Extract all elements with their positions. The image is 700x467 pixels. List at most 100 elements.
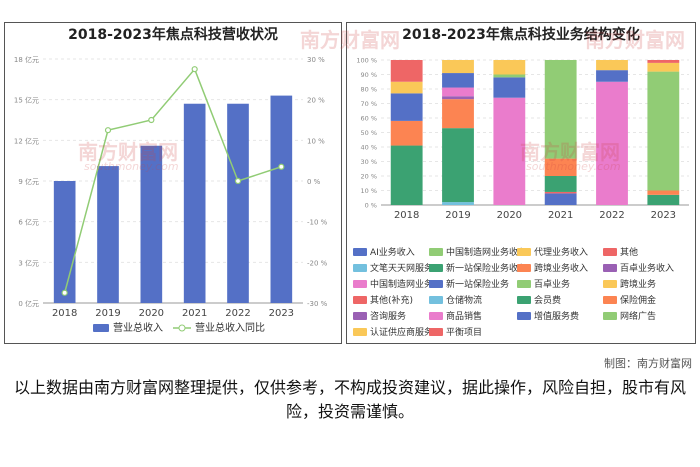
y2-tick-label: -20 % [307,259,328,267]
stacked-bar-segment [390,145,423,205]
x-tick-label: 2019 [445,210,470,221]
stacked-bar-segment [647,62,680,72]
legend-label: 商品销售 [446,310,482,322]
stacked-bar-segment [493,74,526,78]
structure-chart-title: 2018-2023年焦点科技业务结构变化 [402,27,640,43]
legend-swatch [603,296,617,304]
stacked-bar-segment [442,96,474,100]
stacked-bar-segment [390,93,423,121]
legend-label: 百卓业务 [534,278,570,290]
y-tick-label: 0 % [365,202,377,210]
legend-label: 百卓业务收入 [620,262,674,274]
x-tick-label: 2022 [225,308,250,319]
y-tick-label: 0 亿元 [18,299,39,308]
revenue-bar [183,103,206,303]
y-tick-label: 70 % [360,100,377,108]
legend-label: 新一站保险业务 [446,278,509,290]
legend-swatch [603,248,617,256]
legend-label: 平衡项目 [446,326,482,338]
stacked-bar-segment [442,202,474,205]
legend-swatch [603,280,617,288]
legend-swatch [429,264,443,272]
stacked-bar-segment [544,158,577,176]
legend-swatch [603,312,617,320]
legend-swatch [353,296,367,304]
x-tick-label: 2022 [599,210,624,221]
y-tick-label: 6 亿元 [18,218,39,227]
y-tick-label: 10 % [360,187,377,195]
stacked-bar-segment [647,190,680,195]
stacked-bar-segment [442,87,474,97]
y-tick-label: 90 % [360,71,377,79]
stacked-bar-segment [493,97,526,205]
legend-label: 其他 [620,246,638,258]
legend-swatch [429,248,443,256]
legend-swatch [429,296,443,304]
stacked-bar-segment [390,81,423,94]
legend-swatch [353,280,367,288]
y2-tick-label: 20 % [307,97,325,105]
legend-swatch [353,264,367,272]
legend-swatch [603,264,617,272]
legend-label: 仓储物流 [446,294,482,306]
y2-tick-label: -10 % [307,219,328,227]
y-tick-label: 12 亿元 [14,136,39,145]
revenue-bar [97,166,119,303]
x-tick-label: 2018 [394,210,419,221]
legend-swatch [429,312,443,320]
x-tick-label: 2019 [95,308,120,319]
stacked-bar-segment [544,193,577,205]
legend-label-revenue: 营业总收入 [113,321,163,334]
y-tick-label: 100 % [356,57,377,65]
yoy-point [104,127,112,134]
structure-chart-panel: 2018-2023年焦点科技业务结构变化 0 % 10 % 20 % 30 % 40 %… [346,22,696,344]
revenue-bar [140,145,163,303]
legend-swatch-revenue [93,324,109,332]
stacked-bar-segment [647,71,680,191]
y2-tick-label: 0 % [307,178,321,186]
legend-swatch [353,312,367,320]
stacked-bar-segment [647,194,680,205]
legend-label: 网络广告 [620,310,656,322]
chart-credit: 制图：南方财富网 [604,357,692,370]
yoy-line [63,67,282,294]
stacked-bar-segment [596,81,628,205]
x-tick-label: 2020 [139,308,164,319]
stacked-bar-segment [493,60,526,75]
legend-label: 其他(补充) [370,294,413,306]
legend-label: AI业务收入 [370,246,415,258]
stacked-bar-segment [390,120,423,146]
legend-swatch [517,248,531,256]
legend-swatch-yoy [178,324,186,332]
yoy-point [191,66,198,73]
revenue-bar [270,95,293,303]
legend-label: 咨询服务 [370,310,406,322]
x-tick-label: 2023 [269,308,294,319]
yoy-point [278,163,285,170]
x-tick-label: 2018 [52,308,77,319]
y-tick-label: 18 亿元 [14,55,39,64]
yoy-point [148,116,155,124]
stacked-bar-segment [544,60,577,159]
x-tick-label: 2021 [182,308,207,319]
legend-swatch [429,328,443,336]
legend-swatch [517,312,531,320]
stacked-bar-segment [442,128,474,203]
legend-label: 代理业务收入 [534,246,588,258]
y2-tick-label: 30 % [307,56,325,64]
x-tick-label: 2023 [651,210,676,221]
stacked-bar-segment [544,176,577,192]
yoy-point [234,177,242,185]
revenue-chart-svg: 0 亿元 3 亿元 6 亿元 9 亿元 12 亿元 15 亿元 18 亿元 -30 % -20 … [14,55,328,334]
stacked-bar-segment [596,60,628,71]
x-tick-label: 2021 [548,210,573,221]
legend-label: 新一站保险业务收入 [446,262,527,274]
legend-label: 文笔天天网服务 [370,262,433,274]
y-tick-label: 30 % [360,158,377,166]
legend-label: 会员费 [534,294,561,306]
y-tick-label: 3 亿元 [18,258,39,267]
stacked-bar-segment [442,99,474,129]
legend-swatch [517,280,531,288]
legend-label: 中国制造网业务收入 [446,246,527,258]
y-tick-label: 9 亿元 [18,177,39,186]
